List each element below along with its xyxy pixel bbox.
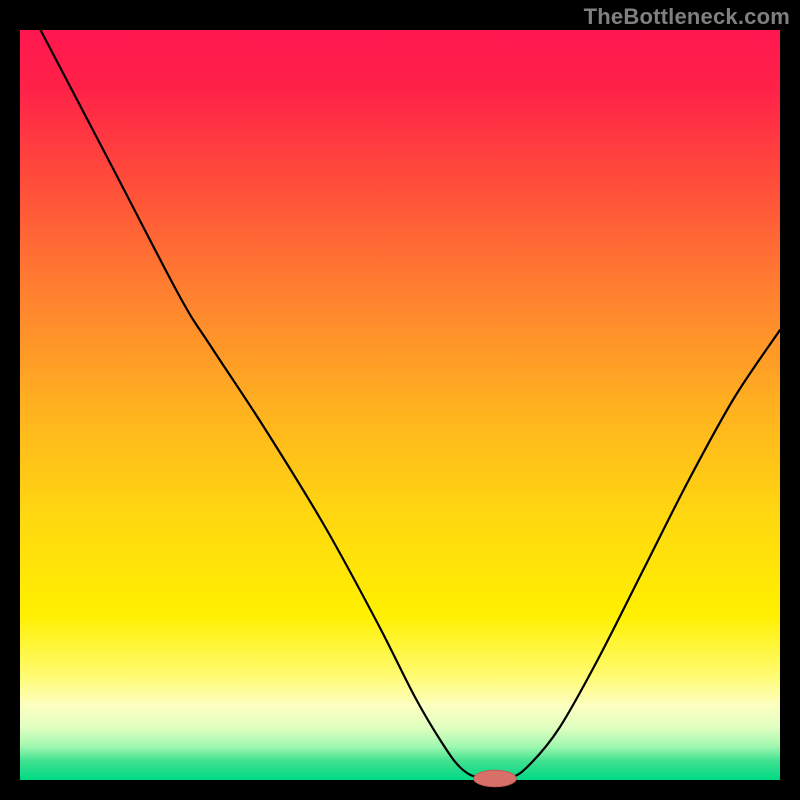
watermark-text: TheBottleneck.com xyxy=(584,4,790,30)
bottleneck-chart: TheBottleneck.com xyxy=(0,0,800,800)
chart-svg xyxy=(0,0,800,800)
optimal-point-marker xyxy=(474,770,517,787)
